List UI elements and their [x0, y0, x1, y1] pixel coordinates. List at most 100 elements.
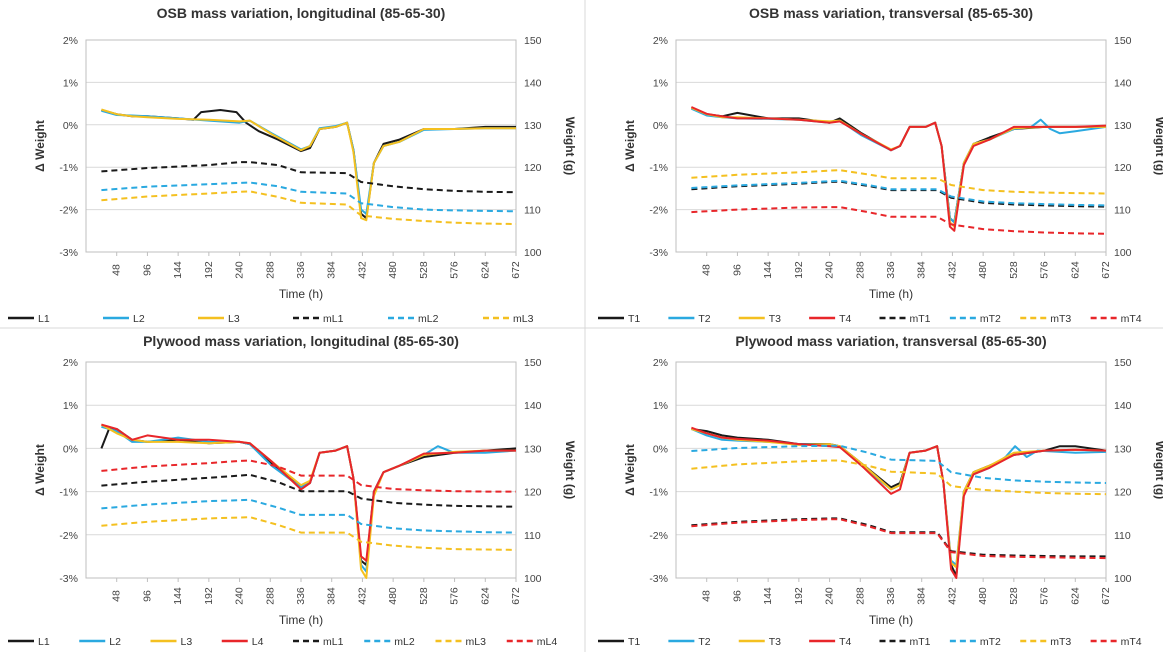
series-line-L4 — [101, 423, 516, 562]
y-tick-label: -3% — [59, 573, 78, 585]
x-tick-label: 480 — [387, 587, 399, 605]
series-line-T4 — [690, 106, 1107, 232]
x-axis-label: Time (h) — [279, 287, 323, 301]
plot-area — [675, 361, 1107, 579]
legend-label-mL3: mL3 — [466, 636, 487, 648]
y2-tick-label: 130 — [524, 120, 542, 132]
series-line-L2 — [101, 109, 516, 215]
x-tick-label: 192 — [203, 587, 215, 605]
y2-tick-label: 110 — [524, 530, 541, 542]
x-tick-label: 528 — [418, 587, 430, 605]
x-tick-label: 144 — [172, 587, 184, 605]
y2-tick-label: 110 — [1114, 530, 1131, 542]
x-tick-label: 336 — [885, 587, 897, 605]
legend-label-mL3: mL3 — [513, 313, 534, 325]
x-tick-label: 192 — [793, 587, 805, 605]
x-tick-label: 528 — [1008, 261, 1020, 279]
chart-panel-1: OSB mass variation, longitudinal (85-65-… — [8, 5, 577, 325]
series-line-L3 — [100, 423, 516, 579]
x-tick-label: 336 — [295, 587, 307, 605]
x-tick-label: 432 — [356, 261, 368, 279]
x-tick-label: 624 — [479, 261, 491, 279]
x-tick-label: 96 — [141, 590, 153, 602]
x-tick-label: 288 — [854, 587, 866, 605]
y-tick-label: -1% — [59, 162, 78, 174]
x-axis-label: Time (h) — [869, 613, 913, 627]
legend-label-L2: L2 — [133, 313, 145, 325]
legend-label-L1: L1 — [38, 636, 50, 648]
legend-label-mT3: mT3 — [1050, 313, 1071, 325]
x-tick-label: 480 — [387, 261, 399, 279]
chart-panel-2: OSB mass variation, transversal (85-65-3… — [598, 5, 1163, 325]
y-tick-label: 2% — [63, 357, 78, 369]
series-line-mL1 — [101, 161, 517, 194]
y-tick-label: 1% — [63, 77, 78, 89]
series-line-mT3 — [691, 169, 1107, 195]
chart-title: Plywood mass variation, longitudinal (85… — [143, 333, 459, 349]
y-tick-label: 0% — [653, 120, 668, 132]
x-tick-label: 384 — [916, 587, 928, 605]
y-axis-label: Δ Weight — [33, 444, 47, 496]
x-tick-label: 576 — [1039, 587, 1051, 605]
legend-label-T1: T1 — [628, 636, 640, 648]
y-tick-label: -2% — [649, 205, 668, 217]
series-line-mT4 — [691, 518, 1107, 560]
x-tick-label: 240 — [234, 261, 246, 279]
x-tick-label: 672 — [1100, 587, 1112, 605]
x-tick-label: 288 — [264, 587, 276, 605]
chart-title: OSB mass variation, longitudinal (85-65-… — [157, 5, 446, 21]
series-line-L1 — [101, 109, 516, 220]
plot-area — [675, 39, 1107, 253]
y2-tick-label: 150 — [1114, 357, 1132, 369]
x-tick-label: 384 — [326, 261, 338, 279]
y2-tick-label: 130 — [524, 443, 542, 455]
series-line-mT2 — [691, 444, 1107, 484]
x-tick-label: 288 — [854, 261, 866, 279]
y2-tick-label: 120 — [524, 487, 542, 499]
y2-tick-label: 100 — [524, 247, 542, 259]
x-axis-label: Time (h) — [869, 287, 913, 301]
y2-tick-label: 140 — [524, 77, 542, 89]
y2-axis-label: Weight (g) — [563, 117, 577, 175]
x-tick-label: 528 — [1008, 587, 1020, 605]
x-tick-label: 384 — [916, 261, 928, 279]
y-tick-label: 1% — [653, 77, 668, 89]
x-tick-label: 432 — [356, 587, 368, 605]
x-tick-label: 144 — [762, 587, 774, 605]
x-tick-label: 144 — [172, 261, 184, 279]
series-line-mL3 — [101, 516, 517, 551]
series-line-T2 — [691, 428, 1107, 566]
legend-label-mT4: mT4 — [1121, 636, 1142, 648]
y-tick-label: 0% — [63, 443, 78, 455]
chart-panel-3: Plywood mass variation, longitudinal (85… — [8, 333, 577, 648]
x-tick-label: 624 — [1069, 261, 1081, 279]
x-tick-label: 96 — [731, 264, 743, 276]
legend-label-mL1: mL1 — [323, 313, 344, 325]
y2-axis-label: Weight (g) — [563, 441, 577, 499]
legend-label-T4: T4 — [839, 636, 851, 648]
x-tick-label: 480 — [977, 587, 989, 605]
chart-title: Plywood mass variation, transversal (85-… — [735, 333, 1046, 349]
y2-tick-label: 110 — [1114, 205, 1131, 217]
y2-tick-label: 100 — [1114, 247, 1132, 259]
y-tick-label: -3% — [59, 247, 78, 259]
legend-label-L1: L1 — [38, 313, 50, 325]
y-tick-label: -2% — [59, 530, 78, 542]
y2-tick-label: 150 — [524, 35, 542, 47]
legend-label-mL2: mL2 — [394, 636, 415, 648]
x-tick-label: 432 — [946, 587, 958, 605]
x-tick-label: 192 — [793, 261, 805, 279]
legend-label-L4: L4 — [252, 636, 264, 648]
x-tick-label: 192 — [203, 261, 215, 279]
series-line-mT2 — [691, 179, 1107, 207]
series-line-L3 — [101, 108, 516, 222]
legend-label-T1: T1 — [628, 313, 640, 325]
x-tick-label: 240 — [824, 261, 836, 279]
x-tick-label: 336 — [295, 261, 307, 279]
y-tick-label: 2% — [653, 35, 668, 47]
legend-label-L2: L2 — [109, 636, 121, 648]
y-tick-label: -2% — [59, 205, 78, 217]
x-tick-label: 48 — [111, 264, 123, 276]
